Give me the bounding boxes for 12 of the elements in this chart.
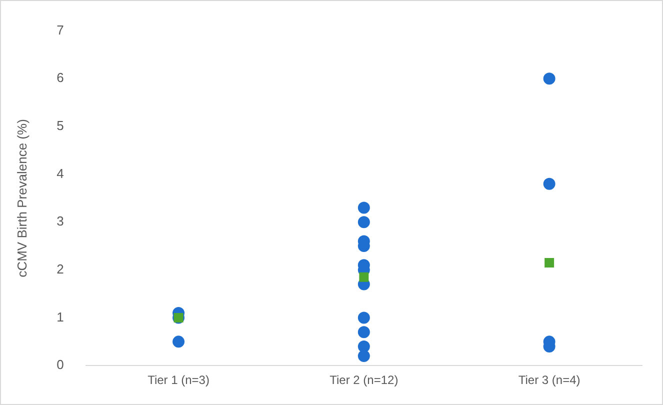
y-tick-label: 5 <box>56 118 64 134</box>
y-tick-label: 7 <box>56 22 64 38</box>
x-tick-label: Tier 1 (n=3) <box>148 373 210 388</box>
y-tick-label: 4 <box>56 166 64 181</box>
x-tick-label: Tier 2 (n=12) <box>330 373 398 388</box>
y-tick-label: 2 <box>56 262 64 277</box>
y-tick-label: 6 <box>56 70 64 86</box>
y-tick-label: 3 <box>56 214 64 229</box>
y-tick-label: 0 <box>56 357 64 372</box>
y-tick-label: 1 <box>56 309 64 324</box>
x-tick-label: Tier 3 (n=4) <box>518 373 580 388</box>
y-axis-title: cCMV Birth Prevalence (%) <box>14 119 30 278</box>
